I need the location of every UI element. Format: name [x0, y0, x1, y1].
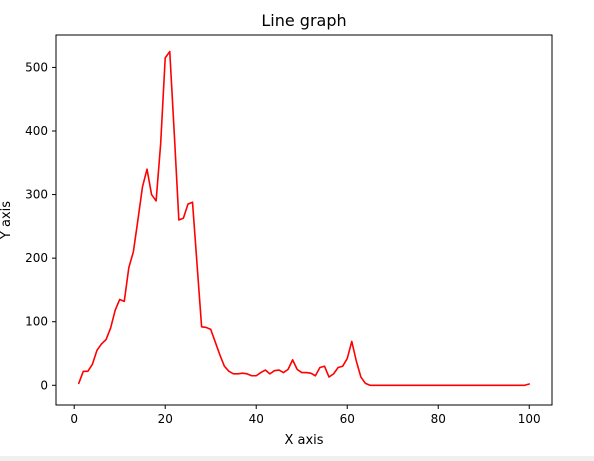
ticks-layer: 0 20 40 60 80 100 0 100 200 300 400 500 — [25, 60, 541, 426]
y-tick-label: 100 — [25, 315, 48, 329]
series-line — [77, 50, 531, 387]
window-bottom-strip — [0, 456, 594, 461]
y-axis-label: Y axis — [0, 201, 14, 240]
y-tick-label: 500 — [25, 60, 48, 74]
x-tick-label: 80 — [431, 412, 446, 426]
y-tick-label: 200 — [25, 251, 48, 265]
axes-frame — [55, 34, 553, 406]
x-tick-label: 20 — [158, 412, 173, 426]
x-tick-label: 100 — [518, 412, 541, 426]
axes-background — [56, 35, 552, 405]
x-tick-label: 40 — [249, 412, 264, 426]
x-axis-label: X axis — [284, 433, 323, 448]
x-tick-label: 60 — [340, 412, 355, 426]
chart-title: Line graph — [261, 11, 346, 30]
x-tick-label: 0 — [70, 412, 78, 426]
y-tick-label: 300 — [25, 188, 48, 202]
y-tick-label: 0 — [40, 378, 48, 392]
y-tick-label: 400 — [25, 124, 48, 138]
